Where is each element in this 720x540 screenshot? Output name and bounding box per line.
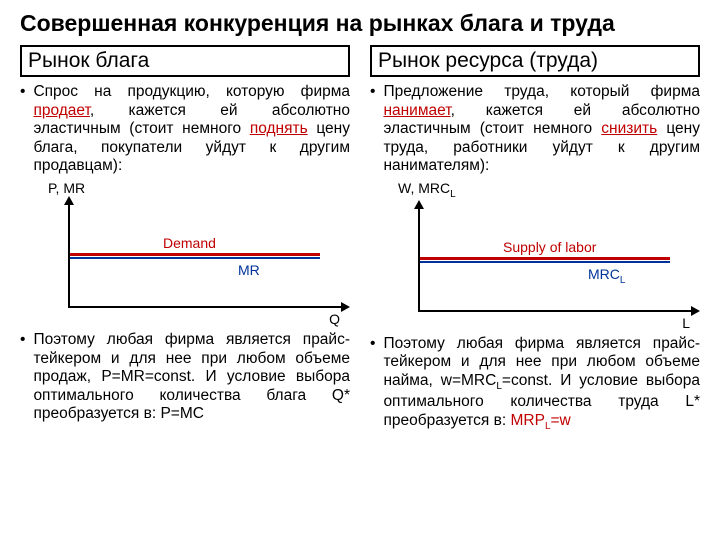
x-axis [68, 306, 345, 308]
right-x-label: L [682, 315, 690, 331]
left-para2-text: Поэтому любая фирма является прайс-тейке… [33, 331, 350, 424]
bullet-dot: • [20, 331, 25, 424]
x-axis [418, 310, 695, 312]
x-arrow [341, 302, 350, 312]
left-para2: • Поэтому любая фирма является прайс-тей… [20, 331, 350, 424]
mr-label: MR [238, 262, 260, 278]
right-para1-text: Предложение труда, который фирма нанимае… [383, 83, 700, 176]
left-header: Рынок блага [20, 45, 350, 77]
right-para1: • Предложение труда, который фирма наним… [370, 83, 700, 176]
left-chart: Demand MR Q [48, 198, 350, 313]
right-para2: • Поэтому любая фирма является прайс-тей… [370, 335, 700, 433]
col-right: Рынок ресурса (труда) • Предложение труд… [370, 45, 700, 437]
bullet-dot: • [370, 83, 375, 176]
left-y-label: P, MR [20, 180, 350, 196]
page-title: Совершенная конкуренция на рынках блага … [20, 10, 700, 37]
right-header: Рынок ресурса (труда) [370, 45, 700, 77]
right-y-label: W, MRCL [370, 180, 700, 200]
col-left: Рынок блага • Спрос на продукцию, котору… [20, 45, 350, 437]
slide: Совершенная конкуренция на рынках блага … [0, 0, 720, 540]
demand-line [70, 253, 320, 256]
bullet-dot: • [370, 335, 375, 433]
left-para1: • Спрос на продукцию, которую фирма прод… [20, 83, 350, 176]
mrc-label: MRCL [588, 266, 625, 286]
right-chart: Supply of labor MRCL L [398, 202, 700, 317]
supply-line [420, 257, 670, 260]
left-para1-text: Спрос на продукцию, которую фирма продае… [33, 83, 350, 176]
mr-line [70, 257, 320, 259]
mrc-line [420, 261, 670, 263]
demand-label: Demand [163, 235, 216, 251]
supply-label: Supply of labor [503, 239, 596, 255]
left-x-label: Q [329, 311, 340, 327]
columns: Рынок блага • Спрос на продукцию, котору… [20, 45, 700, 437]
right-para2-text: Поэтому любая фирма является прайс-тейке… [383, 335, 700, 433]
x-arrow [691, 306, 700, 316]
bullet-dot: • [20, 83, 25, 176]
